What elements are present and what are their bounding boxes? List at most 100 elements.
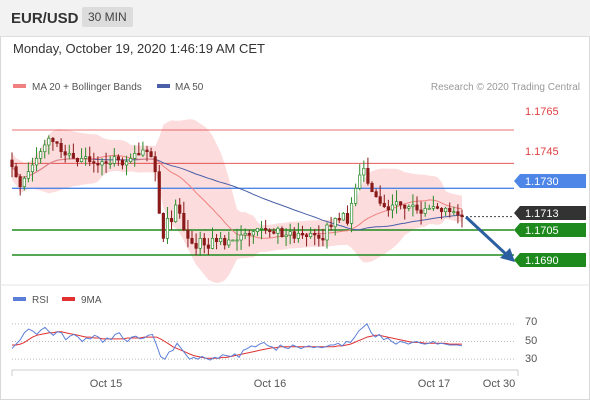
candle-body [419, 209, 423, 214]
rsi-tick-50: 50 [525, 335, 537, 347]
rsi-pane [11, 322, 514, 361]
ma50-legend-label: MA 50 [175, 82, 204, 93]
copyright-text: Research © 2020 Trading Central [431, 82, 580, 93]
candle-body [92, 161, 96, 164]
candle-body [321, 237, 325, 241]
candle-body [178, 204, 182, 214]
candle-body [386, 206, 390, 211]
candle-body [223, 237, 227, 246]
candle-body [259, 227, 264, 230]
candle-body [423, 207, 427, 214]
candle-body [427, 207, 431, 210]
chart-datetime: Monday, October 19, 2020 1:46:19 AM CET [13, 41, 265, 56]
candle-body [26, 171, 30, 179]
candle-body [153, 156, 157, 173]
candle-body [456, 211, 460, 216]
candle-body [280, 227, 284, 238]
rsi-ma-legend-swatch [62, 297, 75, 301]
candle-body [325, 224, 329, 241]
candle-body [358, 174, 362, 189]
timeframe-button[interactable]: 30 MIN [82, 7, 133, 27]
candle-body [268, 229, 272, 233]
candle-body [399, 201, 403, 206]
support-tag-1-bg [514, 223, 586, 237]
candle-body [100, 161, 104, 166]
candle-body [231, 239, 235, 242]
candle-body [272, 231, 276, 234]
rsi-tick-30: 30 [525, 353, 537, 365]
candle-body [112, 156, 116, 164]
candle-body [317, 234, 321, 239]
candle-body [88, 156, 92, 163]
candle-body [227, 239, 231, 246]
candle-body [157, 171, 161, 214]
candle-body [137, 152, 141, 156]
candle-body [374, 191, 378, 198]
candle-body [145, 149, 149, 153]
candle-body [120, 159, 125, 166]
candle-body [18, 176, 22, 188]
x-tick-oct-30: Oct 30 [483, 378, 515, 390]
candle-body [366, 167, 370, 184]
instrument-symbol: EUR/USD [11, 10, 79, 27]
candle-body [108, 162, 112, 165]
candle-body [370, 182, 374, 193]
candle-body [435, 206, 440, 209]
candle-body [96, 162, 100, 166]
candle-body [59, 142, 63, 153]
resistance-tag-1: 1.1765 [525, 106, 559, 118]
last-price-tag: 1.1713 [525, 208, 559, 220]
candle-body [362, 167, 366, 176]
candle-body [333, 217, 337, 228]
candle-body [104, 161, 108, 164]
candle-body [206, 244, 210, 249]
candle-body [79, 157, 84, 163]
candle-body [444, 207, 448, 213]
rsi-axis: 70 50 30 [525, 316, 537, 365]
rsi-legend-label: RSI [32, 295, 49, 306]
x-axis-labels: Oct 15 Oct 16 Oct 17 Oct 30 [90, 378, 515, 390]
bollinger-band-area [12, 119, 462, 283]
candle-body [47, 137, 51, 146]
chart-header: EUR/USD 30 MIN [0, 0, 590, 37]
candle-body [22, 177, 26, 188]
candle-body [235, 239, 239, 242]
candle-body [460, 214, 464, 218]
candle-body [14, 166, 18, 178]
candle-body [345, 212, 350, 224]
candle-body [161, 212, 165, 239]
candle-body [255, 227, 260, 233]
candle-body [202, 237, 206, 246]
candle-body [243, 232, 247, 236]
candle-body [390, 204, 395, 211]
candle-body [55, 141, 59, 144]
candle-body [407, 206, 411, 209]
candle-body [288, 231, 292, 236]
rsi-legend-swatch [13, 297, 26, 301]
candle-body [124, 161, 129, 166]
x-tick-oct-17: Oct 17 [418, 378, 450, 390]
candle-body [182, 212, 186, 231]
candle-body [165, 217, 170, 239]
forecast-arrow-shaft [464, 215, 510, 258]
candle-body [264, 227, 268, 231]
candle-body [186, 229, 190, 239]
resistance-tag-2: 1.1745 [525, 146, 559, 158]
x-tick-oct-15: Oct 15 [90, 378, 122, 390]
candle-body [43, 144, 47, 153]
candle-body [448, 207, 452, 213]
rsi-ma-legend-label: 9MA [81, 295, 102, 306]
candle-body [71, 152, 75, 159]
candle-body [300, 232, 305, 236]
candle-body [378, 196, 382, 204]
price-tags: 1.1765 1.1745 1.1730 1.1713 1.1705 1.169… [514, 106, 586, 267]
forecast-arrow [464, 215, 515, 262]
candle-body [382, 202, 386, 208]
rsi-ma-line [12, 331, 462, 359]
candle-body [292, 231, 296, 239]
candle-body [39, 151, 43, 159]
candle-body [214, 237, 219, 243]
candle-body [239, 234, 243, 241]
pivot-tag-bg [514, 174, 586, 188]
rsi-line [11, 322, 463, 361]
